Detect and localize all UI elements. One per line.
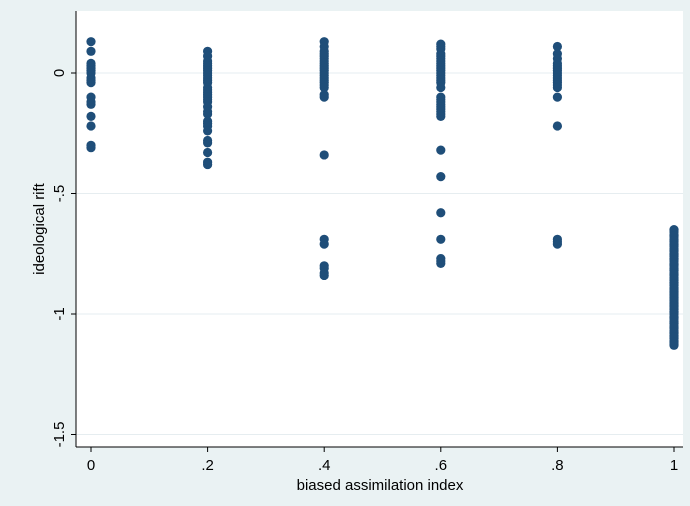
x-tick-label: .4 <box>318 457 331 474</box>
y-tick-label: 0 <box>51 69 68 77</box>
data-point <box>436 145 446 155</box>
data-point <box>669 339 679 349</box>
data-point <box>203 109 213 119</box>
data-point <box>319 49 329 59</box>
data-point <box>552 41 563 52</box>
data-point <box>436 82 446 93</box>
data-point <box>86 111 96 121</box>
data-point <box>436 258 446 268</box>
data-point <box>319 270 329 281</box>
plot-area <box>76 11 683 447</box>
data-points <box>86 37 679 350</box>
data-point <box>319 92 329 102</box>
grid-lines <box>76 72 683 435</box>
data-point <box>436 172 446 182</box>
x-axis-title: biased assimilation index <box>297 477 464 494</box>
data-point <box>669 300 679 311</box>
x-tick-label: .2 <box>201 457 214 474</box>
x-tick-label: 1 <box>670 457 678 474</box>
data-point <box>552 239 563 249</box>
data-point <box>552 82 563 93</box>
y-tick-label: -.5 <box>51 185 68 203</box>
x-tick-label: .6 <box>435 457 448 474</box>
data-point <box>436 234 446 244</box>
data-point <box>436 41 446 52</box>
ticks: 0 .2 .4 .6 .8 1 0 -.5 -1 -1.5 <box>51 69 678 474</box>
data-point <box>203 147 213 158</box>
data-point <box>552 121 563 131</box>
data-point <box>86 99 96 109</box>
data-point <box>436 208 446 218</box>
data-point <box>319 82 329 93</box>
data-point <box>86 78 96 88</box>
x-tick-label: 0 <box>87 457 95 474</box>
y-tick-label: -1.5 <box>51 422 68 448</box>
x-tick-label: .8 <box>551 457 564 474</box>
data-point <box>86 37 96 47</box>
data-point <box>319 150 329 160</box>
y-tick-label: -1 <box>51 307 68 320</box>
data-point <box>319 239 329 249</box>
data-point <box>86 143 96 153</box>
data-point <box>86 46 96 56</box>
data-point <box>203 159 213 170</box>
data-point <box>552 92 563 102</box>
axes <box>75 11 683 448</box>
data-point <box>86 121 96 131</box>
data-point <box>203 126 213 136</box>
y-axis-title: ideological rift <box>31 182 48 275</box>
data-point <box>203 138 213 148</box>
data-point <box>436 111 446 121</box>
